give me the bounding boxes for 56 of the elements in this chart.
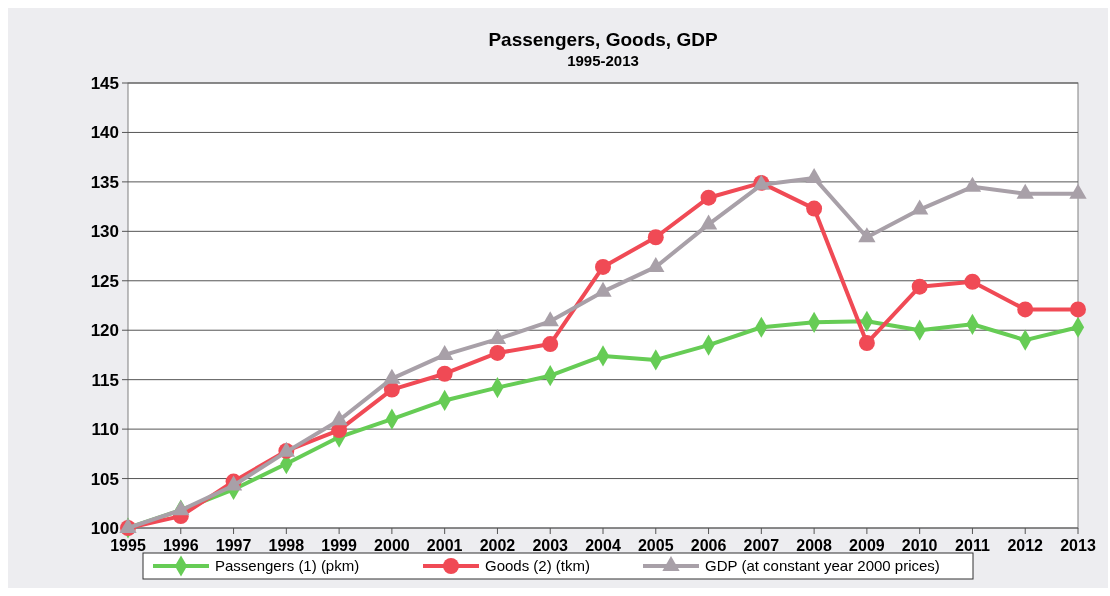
point xyxy=(699,214,718,230)
point xyxy=(911,199,929,215)
point xyxy=(911,278,928,295)
point xyxy=(700,189,717,206)
y-tick-label: 125 xyxy=(90,271,119,291)
x-tick-label: 2007 xyxy=(743,537,780,554)
point xyxy=(647,229,664,246)
point xyxy=(1069,183,1087,199)
point xyxy=(542,336,559,353)
x-tick-label: 2011 xyxy=(955,537,990,554)
point xyxy=(1070,301,1086,318)
x-tick-label: 1995 xyxy=(110,537,146,554)
legend-label: Goods (2) (tkm) xyxy=(485,557,591,575)
x-tick-label: 2004 xyxy=(585,537,621,554)
x-tick-label: 2009 xyxy=(849,537,885,554)
point xyxy=(805,167,823,183)
x-tick-label: 2001 xyxy=(426,537,463,554)
point xyxy=(858,227,876,243)
x-tick-label: 2006 xyxy=(690,537,727,554)
point xyxy=(1017,301,1034,318)
y-tick-label: 135 xyxy=(90,172,119,192)
y-tick-label: 130 xyxy=(90,222,119,242)
point xyxy=(858,335,875,352)
point xyxy=(541,311,559,327)
y-tick-label: 120 xyxy=(90,321,119,341)
y-tick-label: 145 xyxy=(90,73,119,93)
x-tick-label: 2005 xyxy=(637,537,674,554)
x-tick-label: 2002 xyxy=(479,537,516,554)
point xyxy=(594,281,612,297)
point xyxy=(488,329,507,345)
x-tick-label: 2008 xyxy=(796,537,833,554)
x-tick-label: 2010 xyxy=(901,537,938,554)
legend-label: Passengers (1) (pkm) xyxy=(215,557,360,575)
chart-title: Passengers, Goods, GDP xyxy=(488,29,718,50)
x-tick-label: 2003 xyxy=(532,537,569,554)
y-tick-label: 105 xyxy=(90,469,119,489)
point xyxy=(436,365,453,382)
x-tick-label: 2012 xyxy=(1007,537,1044,554)
point xyxy=(806,200,823,217)
x-tick-label: 2000 xyxy=(374,537,410,554)
point xyxy=(489,345,506,361)
x-tick-label: 1999 xyxy=(321,537,358,554)
x-tick-label: 1996 xyxy=(162,537,199,554)
point xyxy=(1016,183,1034,199)
y-tick-label: 115 xyxy=(91,370,119,390)
point xyxy=(595,258,611,275)
x-tick-label: 2013 xyxy=(1060,537,1096,554)
x-tick-label: 1998 xyxy=(268,537,305,554)
point xyxy=(647,256,665,272)
point xyxy=(964,273,981,290)
x-tick-label: 1997 xyxy=(215,537,252,554)
y-tick-label: 100 xyxy=(90,518,119,538)
legend-label: GDP (at constant year 2000 prices) xyxy=(705,557,940,575)
y-tick-label: 140 xyxy=(90,123,119,143)
y-tick-label: 110 xyxy=(91,420,119,440)
chart-subtitle: 1995-2013 xyxy=(567,52,639,69)
